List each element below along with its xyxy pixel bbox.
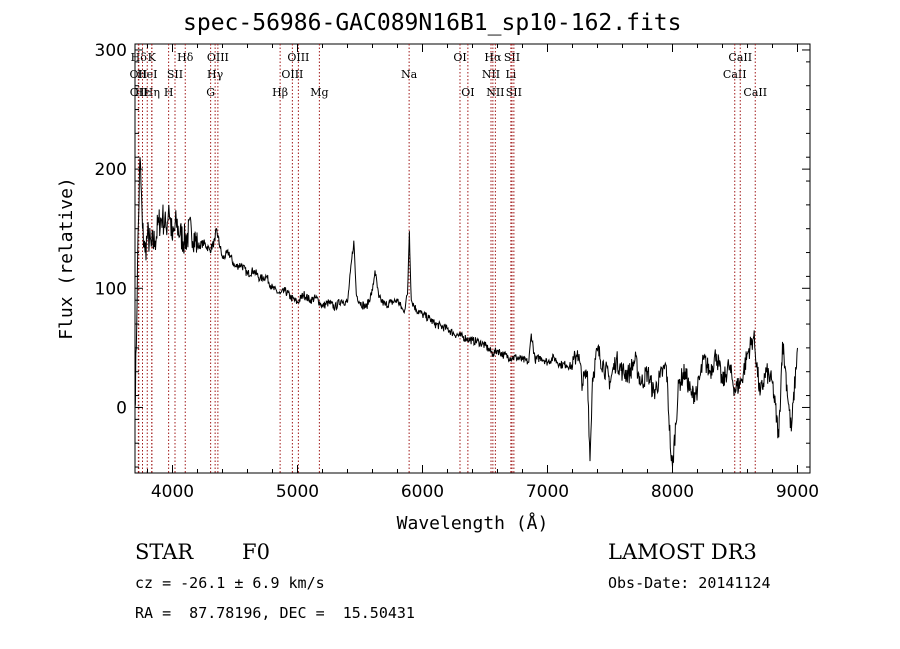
line-marker-label: H	[164, 86, 174, 99]
line-marker-label: OI	[453, 51, 466, 64]
line-marker-label: Hβ	[272, 86, 288, 99]
line-marker-label: Hδ	[177, 51, 194, 64]
line-marker-label: SII	[504, 51, 520, 64]
spectrum-line	[134, 157, 798, 468]
y-tick-label: 0	[116, 398, 127, 418]
coordinates: RA = 87.78196, DEC = 15.50431	[135, 604, 415, 622]
x-axis-label: Wavelength (Å)	[397, 512, 549, 534]
line-marker-label: HeI	[137, 68, 157, 81]
line-marker-label: Na	[401, 68, 418, 81]
object-class: STAR	[135, 540, 194, 564]
line-marker-label: CaII	[723, 68, 747, 81]
line-marker-label: Hη	[144, 86, 160, 99]
line-marker-label: CaII	[728, 51, 752, 64]
obs-date: Obs-Date: 20141124	[608, 574, 771, 592]
x-tick-label: 8000	[651, 482, 694, 502]
line-marker-label: G	[206, 86, 215, 99]
y-tick-label: 300	[95, 41, 127, 61]
line-marker-label: OIII	[281, 68, 303, 81]
line-marker-label: Hε	[135, 86, 151, 99]
y-tick-label: 200	[95, 160, 127, 180]
redshift-info: cz = -26.1 ± 6.9 km/s	[135, 574, 325, 592]
chart-title: spec-56986-GAC089N16B1_sp10-162.fits	[183, 10, 682, 36]
line-marker-label: OIII	[287, 51, 309, 64]
y-tick-label: 100	[95, 279, 127, 299]
line-marker-label: CaII	[743, 86, 767, 99]
line-marker-label: Mg	[310, 86, 328, 99]
line-marker-label: SII	[167, 68, 183, 81]
line-marker-label: K	[148, 51, 157, 64]
spectral-subclass: F0	[242, 540, 270, 564]
x-tick-label: 9000	[776, 482, 819, 502]
x-tick-label: 5000	[276, 482, 319, 502]
line-marker-label: Hα	[484, 51, 502, 64]
line-marker-label: Hγ	[207, 68, 224, 81]
x-tick-label: 7000	[526, 482, 569, 502]
line-marker-label: OII	[130, 68, 148, 81]
survey-label: LAMOST DR3	[608, 540, 757, 564]
plot-frame	[134, 43, 811, 474]
y-axis-label: Flux (relative)	[56, 177, 77, 340]
x-tick-label: 4000	[151, 482, 194, 502]
line-marker-label: SII	[506, 86, 522, 99]
x-tick-label: 6000	[401, 482, 444, 502]
line-marker-label: NII	[486, 86, 504, 99]
line-marker-label: OI	[461, 86, 474, 99]
line-marker-label: Hδ	[131, 51, 148, 64]
line-marker-label: NII	[482, 68, 500, 81]
line-marker-label: OII	[130, 86, 148, 99]
line-marker-label: OIII	[207, 51, 229, 64]
line-marker-label: Li	[505, 68, 516, 81]
